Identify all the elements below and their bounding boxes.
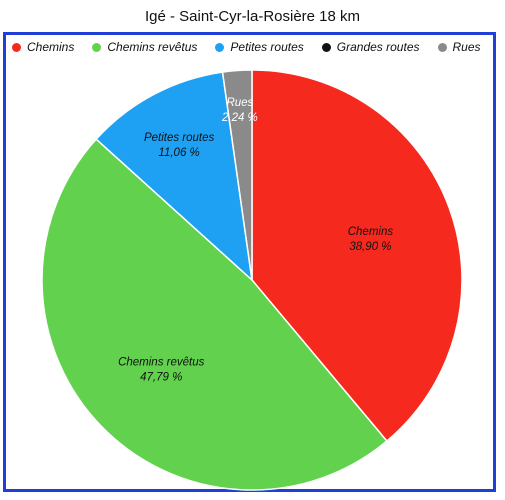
legend-label: Grandes routes — [336, 40, 420, 54]
slice-value-label: 2,24 % — [221, 112, 258, 124]
legend-swatch — [215, 42, 225, 52]
slice-name-label: Chemins — [348, 226, 394, 238]
legend-item-rues: Rues — [437, 40, 481, 54]
pie-slice-chemins-rev-tus — [41, 138, 388, 491]
slice-name-label: Rues — [226, 97, 253, 109]
legend-label: Chemins revêtus — [107, 40, 198, 54]
slice-value-label: 47,79 % — [140, 371, 182, 383]
legend-swatch — [12, 42, 21, 52]
chart-legend: Chemins Chemins revêtus Petites routes Gran… — [12, 38, 481, 56]
legend-item-chemins-rev-tus: Chemins revêtus — [92, 40, 197, 54]
legend-swatch — [92, 42, 102, 52]
legend-label: Rues — [452, 40, 481, 54]
pie-slice-chemins — [251, 69, 463, 443]
pie-slice-rues — [221, 69, 253, 281]
chart-title: Igé - Saint-Cyr-la-Rosière 18 km — [144, 8, 361, 25]
legend-label: Chemins — [27, 40, 75, 54]
legend-swatch — [321, 42, 331, 52]
slice-value-label: 38,90 % — [349, 241, 391, 253]
slice-value-label: 11,06 % — [158, 147, 199, 159]
legend-label: Petites routes — [230, 40, 304, 54]
pie-slice-petites-routes — [95, 71, 254, 282]
legend-item-grandes-routes: Grandes routes — [321, 40, 420, 54]
legend-item-chemins: Chemins — [12, 40, 74, 54]
slice-name-label: Petites routes — [144, 132, 215, 144]
legend-item-petites-routes: Petites routes — [215, 40, 304, 54]
legend-swatch — [437, 42, 447, 52]
slice-name-label: Chemins revêtus — [118, 356, 205, 368]
